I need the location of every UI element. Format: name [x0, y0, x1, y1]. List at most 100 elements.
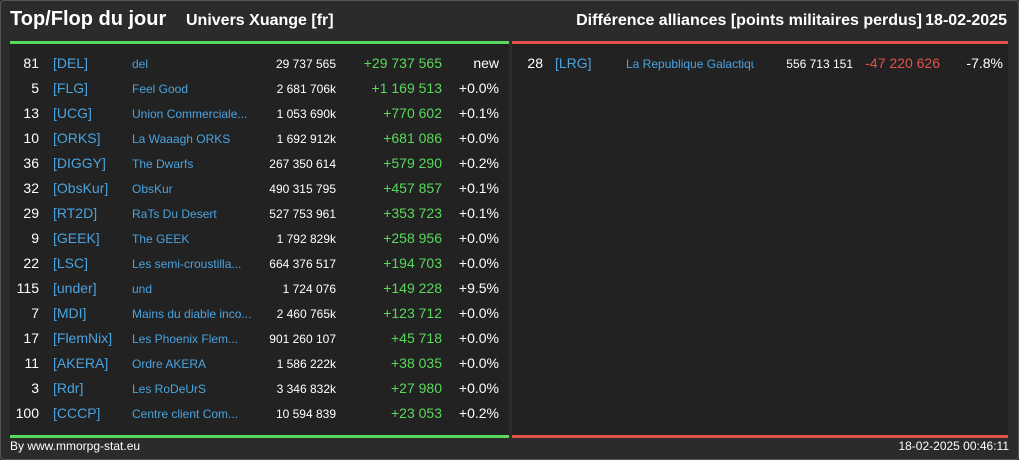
diff-value: +123 712 [383, 305, 442, 321]
diff-value: +149 228 [383, 280, 442, 296]
percent-change: +0.0% [458, 355, 499, 371]
percent-change: +0.1% [458, 105, 499, 121]
alliance-tag-link[interactable]: [LSC] [53, 255, 89, 271]
alliance-name-link[interactable]: Les Phoenix Flem... [132, 332, 239, 346]
percent-change: +0.1% [458, 180, 499, 196]
percent-change: +0.2% [458, 405, 499, 421]
alliance-name-link[interactable]: und [132, 282, 153, 296]
alliance-tag-link[interactable]: [RT2D] [53, 205, 98, 221]
alliance-name-link[interactable]: Les semi-croustilla... [132, 257, 242, 271]
percent-change: +0.2% [458, 155, 499, 171]
header-date: 18-02-2025 [925, 12, 1007, 29]
percent-change: new [473, 55, 499, 71]
percent-change: +9.5% [458, 280, 499, 296]
points-value: 490 315 795 [269, 182, 336, 196]
flop-panel: 28 [LRG] La Republique Galactique 556 713 1… [512, 41, 1008, 438]
rank-number: 3 [31, 380, 39, 396]
top-panel: 81 [DEL] del 29 737 565 +29 737 565 new 5 [FLG]… [10, 41, 509, 438]
alliance-tag-link[interactable]: [MDI] [53, 305, 87, 321]
percent-change: +0.0% [458, 230, 499, 246]
footer-source[interactable]: By www.mmorpg-stat.eu [10, 439, 141, 453]
alliance-tag-link[interactable]: [Rdr] [53, 380, 84, 396]
rank-number: 115 [16, 280, 39, 296]
top-row: 32 [ObsKur] ObsKur 490 315 795 +457 857 +0.1% [10, 176, 509, 201]
diff-value: +1 169 513 [371, 80, 442, 96]
ranking-type-title: Différence alliances [points militaires … [576, 12, 922, 29]
rank-number: 22 [23, 255, 39, 271]
top-row: 22 [LSC] Les semi-croustilla... 664 376 517… [10, 251, 509, 276]
top-row: 7 [MDI] Mains du diable inco... 2 460 765k +… [10, 301, 509, 326]
diff-value: +353 723 [383, 205, 442, 221]
points-value: 1 724 076 [282, 282, 336, 296]
top-row: 29 [RT2D] RaTs Du Desert 527 753 961 +353 72… [10, 201, 509, 226]
alliance-tag-link[interactable]: [CCCP] [53, 405, 101, 421]
top-row: 81 [DEL] del 29 737 565 +29 737 565 new [10, 51, 509, 76]
alliance-name-link[interactable]: La Waaagh ORKS [132, 132, 231, 146]
alliance-name-link[interactable]: ObsKur [132, 182, 173, 196]
alliance-tag-link[interactable]: [under] [53, 280, 97, 296]
footer-timestamp: 18-02-2025 00:46:11 [898, 439, 1009, 453]
diff-value: +579 290 [383, 155, 442, 171]
alliance-tag-link[interactable]: [FlemNix] [53, 330, 113, 346]
percent-change: +0.1% [458, 205, 499, 221]
alliance-tag-link[interactable]: [UCG] [53, 105, 92, 121]
percent-change: -7.8% [966, 55, 1003, 71]
universe-subtitle: Univers Xuange [fr] [186, 12, 334, 29]
points-value: 2 460 765k [276, 307, 336, 321]
header: Top/Flop du jour Univers Xuange [fr] Dif… [0, 0, 1019, 40]
alliance-tag-link[interactable]: [ObsKur] [53, 180, 109, 196]
points-value: 556 713 151 [786, 57, 853, 71]
rank-number: 11 [24, 355, 39, 371]
alliance-name-link[interactable]: Union Commerciale... [132, 107, 248, 121]
percent-change: +0.0% [458, 330, 499, 346]
alliance-name-link[interactable]: Centre client Com... [132, 407, 239, 421]
points-value: 3 346 832k [276, 382, 336, 396]
top-row: 10 [ORKS] La Waaagh ORKS 1 692 912k +681 086… [10, 126, 509, 151]
top-row: 36 [DIGGY] The Dwarfs 267 350 614 +579 290 +0… [10, 151, 509, 176]
alliance-name-link[interactable]: The Dwarfs [132, 157, 194, 171]
points-value: 1 692 912k [276, 132, 336, 146]
page-title: Top/Flop du jour [10, 8, 167, 30]
top-row: 9 [GEEK] The GEEK 1 792 829k +258 956 +0.0% [10, 226, 509, 251]
top-row: 5 [FLG] Feel Good 2 681 706k +1 169 513 +0.0% [10, 76, 509, 101]
rank-number: 100 [15, 405, 39, 421]
alliance-name-link[interactable]: Feel Good [132, 82, 189, 96]
alliance-tag-link[interactable]: [DEL] [53, 55, 89, 71]
top-row: 3 [Rdr] Les RoDeUrS 3 346 832k +27 980 +0.0% [10, 376, 509, 401]
diff-value: +194 703 [383, 255, 442, 271]
points-value: 1 586 222k [276, 357, 336, 371]
alliance-name-link[interactable]: Mains du diable inco... [132, 307, 252, 321]
alliance-tag-link[interactable]: [DIGGY] [53, 155, 106, 171]
rank-number: 36 [23, 155, 39, 171]
alliance-name-link[interactable]: Les RoDeUrS [132, 382, 207, 396]
alliance-name-link[interactable]: RaTs Du Desert [132, 207, 217, 221]
diff-value: +457 857 [383, 180, 442, 196]
alliance-tag-link[interactable]: [LRG] [555, 55, 592, 71]
diff-value: +29 737 565 [363, 55, 442, 71]
rank-number: 17 [23, 330, 39, 346]
rank-number: 29 [23, 205, 39, 221]
diff-value: +23 053 [391, 405, 442, 421]
alliance-name-link[interactable]: del [132, 57, 149, 71]
diff-value: +770 602 [383, 105, 442, 121]
percent-change: +0.0% [458, 305, 499, 321]
percent-change: +0.0% [458, 255, 499, 271]
top-row: 115 [under] und 1 724 076 +149 228 +9.5% [10, 276, 509, 301]
percent-change: +0.0% [458, 130, 499, 146]
alliance-tag-link[interactable]: [AKERA] [53, 355, 109, 371]
alliance-name-link[interactable]: Ordre AKERA [132, 357, 207, 371]
alliance-name-link[interactable]: The GEEK [132, 232, 190, 246]
alliance-tag-link[interactable]: [ORKS] [53, 130, 101, 146]
points-value: 29 737 565 [275, 57, 336, 71]
rank-number: 7 [31, 305, 39, 321]
top-row: 13 [UCG] Union Commerciale... 1 053 690k +77… [10, 101, 509, 126]
points-value: 901 260 107 [269, 332, 336, 346]
rank-number: 9 [31, 230, 39, 246]
rank-number: 10 [23, 130, 39, 146]
alliance-tag-link[interactable]: [GEEK] [53, 230, 100, 246]
top-row: 17 [FlemNix] Les Phoenix Flem... 901 260 10… [10, 326, 509, 351]
percent-change: +0.0% [458, 380, 499, 396]
alliance-name-link[interactable]: La Republique Galactique [626, 57, 754, 71]
diff-value: +27 980 [391, 380, 442, 396]
alliance-tag-link[interactable]: [FLG] [53, 80, 89, 96]
